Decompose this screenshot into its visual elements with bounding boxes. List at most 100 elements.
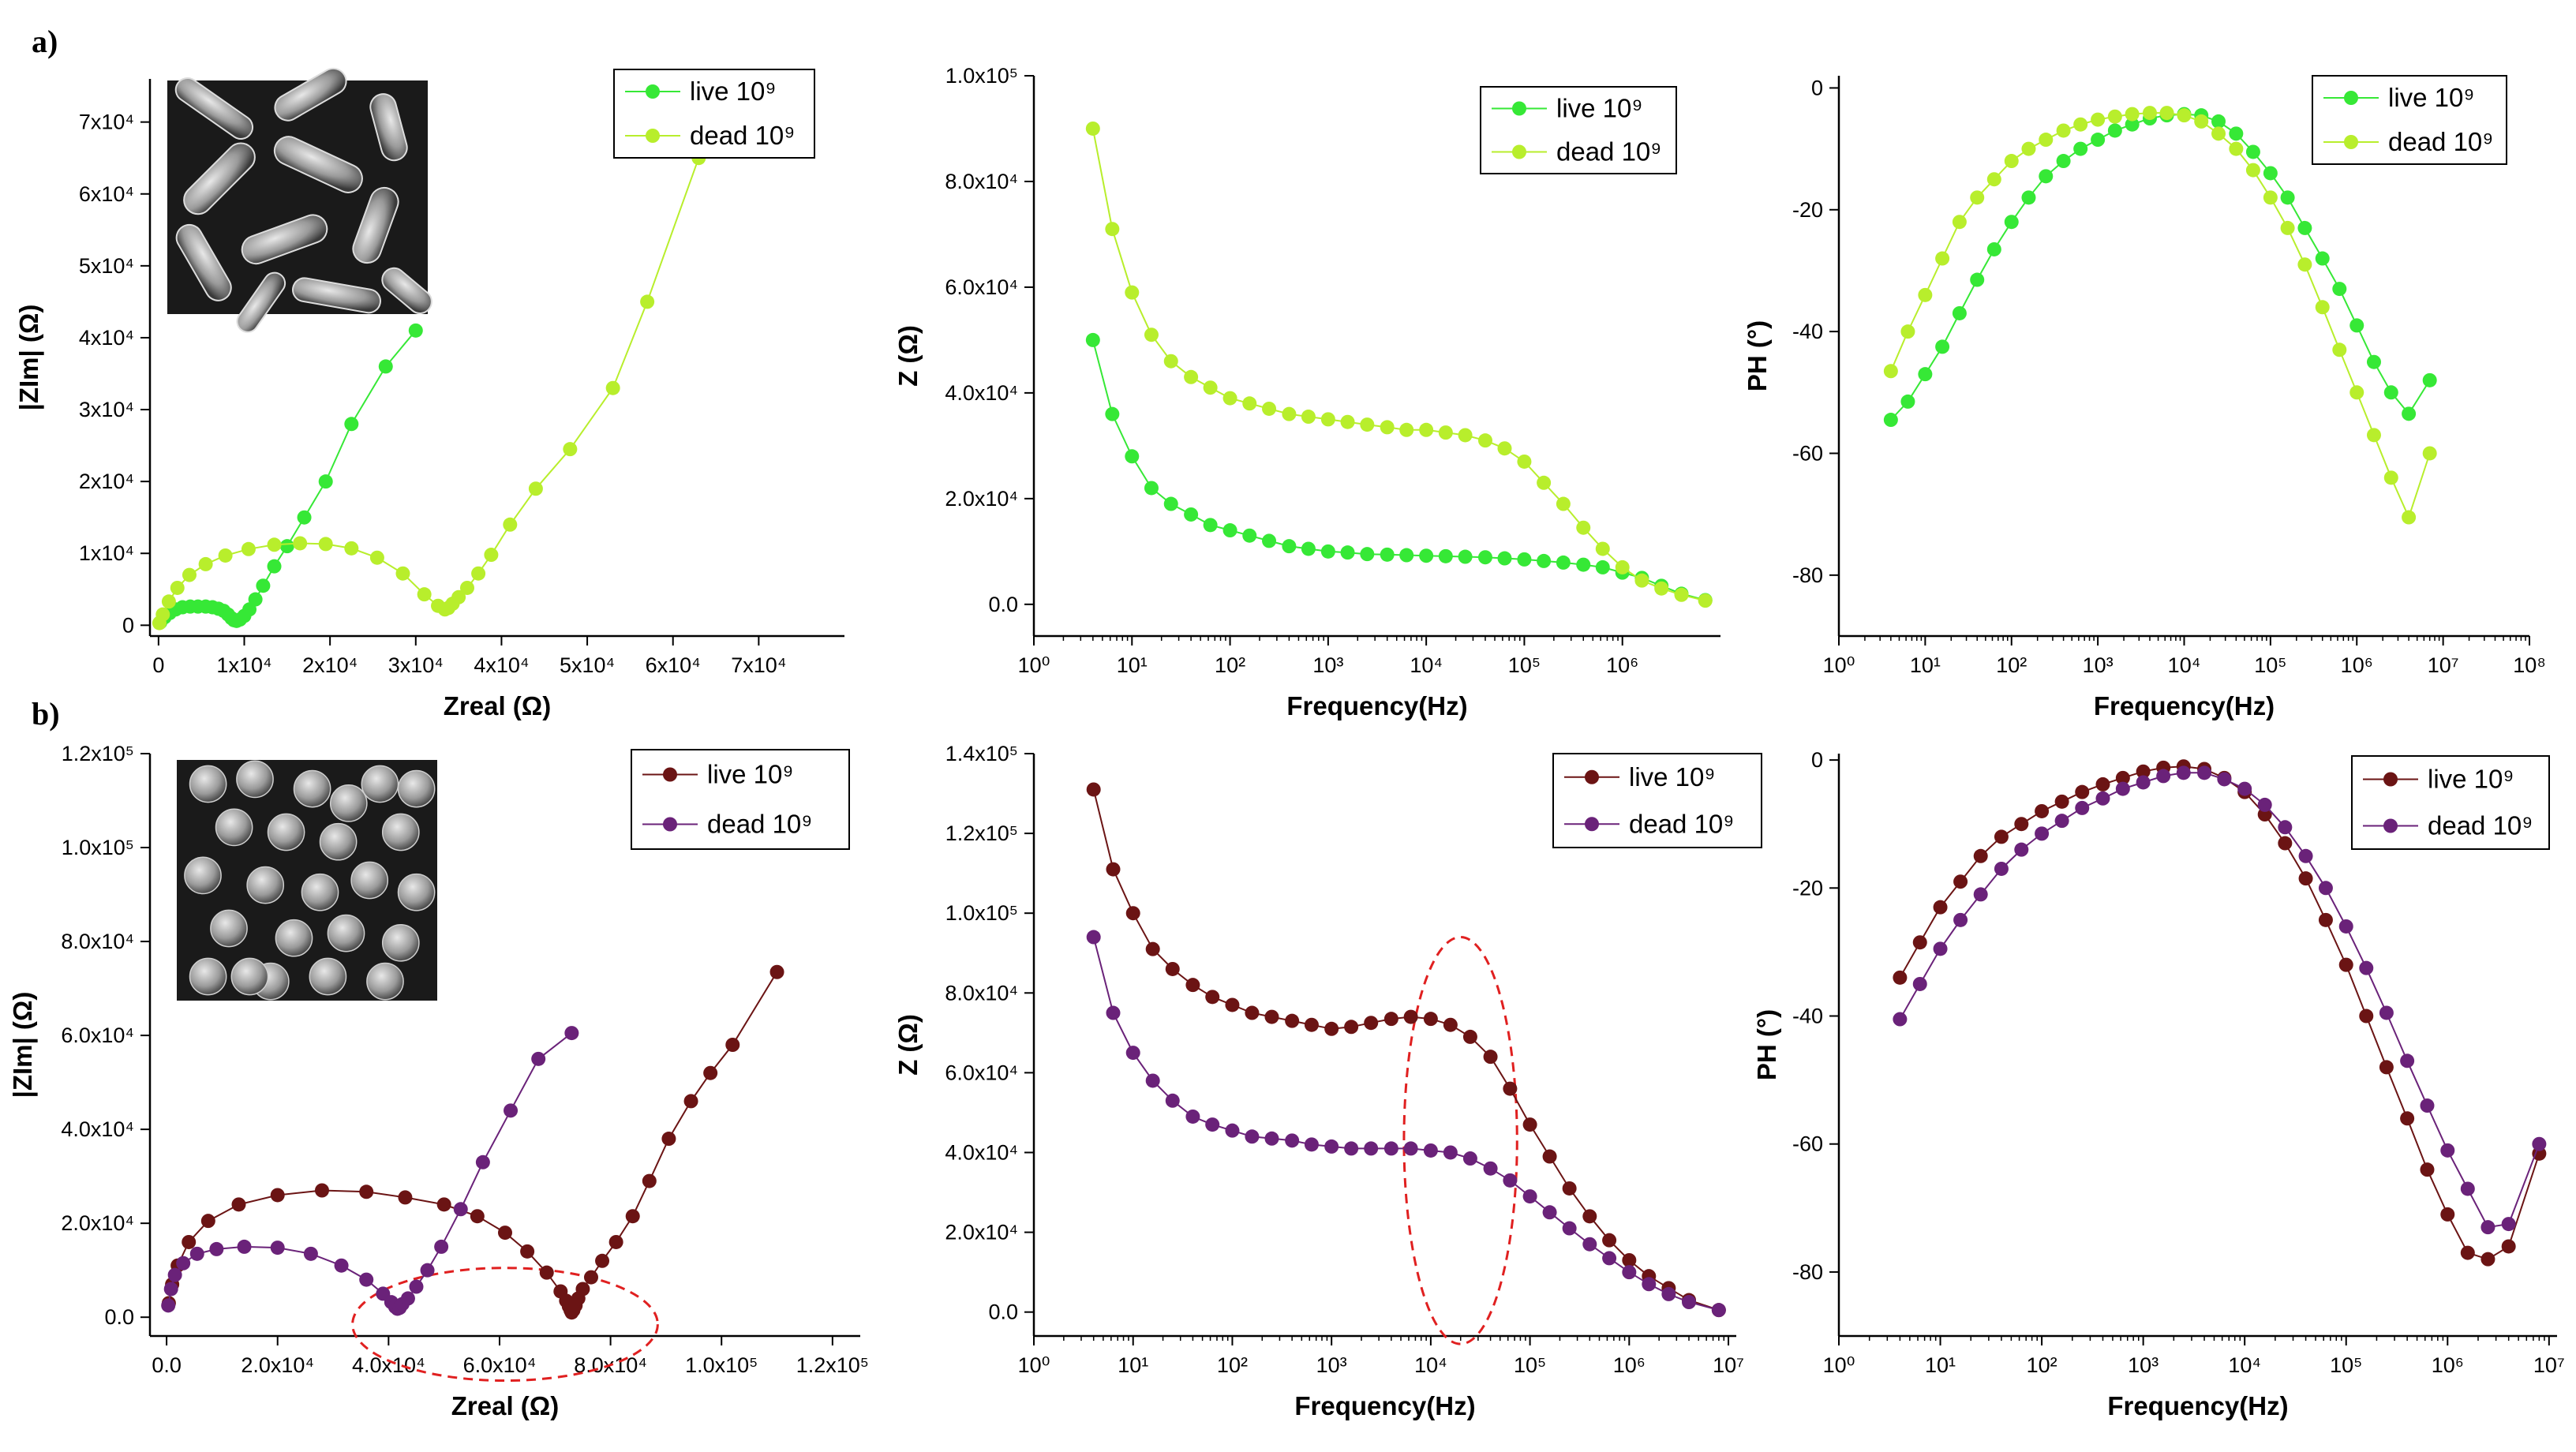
x-tick-label: 5x10⁴ <box>560 653 615 677</box>
x-tick-label: 10⁶ <box>2341 653 2373 677</box>
data-point <box>2035 826 2050 841</box>
data-point <box>2422 372 2437 387</box>
data-point <box>661 1132 676 1147</box>
legend-swatch-marker <box>663 767 677 782</box>
coccus-cell <box>215 808 253 847</box>
legend: live 10⁹ dead 10⁹ <box>1552 753 1762 848</box>
data-point <box>2338 919 2353 934</box>
data-point <box>1933 941 1948 956</box>
data-point <box>625 1209 640 1224</box>
data-point <box>1144 327 1159 342</box>
data-point <box>408 323 423 338</box>
rod-cell <box>236 271 286 333</box>
data-point <box>1503 1081 1518 1096</box>
x-tick-label: 2.0x10⁴ <box>241 1353 314 1377</box>
data-point <box>1576 557 1591 572</box>
series-dead <box>1883 106 2437 525</box>
cocci-bacteria-sem-icon <box>177 760 437 1001</box>
x-tick-label: 10⁰ <box>1823 653 1855 677</box>
data-point <box>1144 481 1159 496</box>
data-point <box>1522 1117 1537 1132</box>
data-point <box>1203 518 1218 533</box>
data-point <box>1970 272 1985 287</box>
data-point <box>2278 836 2293 851</box>
data-point <box>1185 1109 1200 1124</box>
data-point <box>1125 1046 1140 1061</box>
data-point <box>1602 1233 1617 1248</box>
data-point <box>1900 324 1915 339</box>
coccus-cell <box>246 866 285 904</box>
data-point <box>2501 1217 2516 1232</box>
data-point <box>1438 425 1453 440</box>
data-point <box>471 566 486 581</box>
data-point <box>1622 1252 1637 1267</box>
series-line <box>1091 128 1705 602</box>
legend-entry-label: dead 10⁹ <box>1629 809 1734 838</box>
data-point <box>2004 215 2019 230</box>
data-point <box>2054 794 2069 809</box>
data-point <box>2359 1009 2374 1024</box>
data-point <box>1918 287 1933 302</box>
legend-entry-label: dead 10⁹ <box>707 810 812 839</box>
series-line <box>159 330 417 623</box>
data-point <box>2091 133 2106 148</box>
series-line <box>167 971 778 1315</box>
data-point <box>209 1241 224 1256</box>
y-tick-label: 0.0 <box>104 1305 134 1329</box>
y-tick-label: -80 <box>1792 1260 1823 1284</box>
x-tick-label: 10⁴ <box>2228 1353 2261 1377</box>
legend: live 10⁹ dead 10⁹ <box>2351 755 2550 850</box>
x-tick-label: 3x10⁴ <box>388 653 444 677</box>
x-tick-label: 10⁰ <box>1823 1353 1855 1377</box>
data-point <box>2107 123 2122 138</box>
data-point <box>200 1214 215 1229</box>
data-point <box>241 541 256 556</box>
data-point <box>1086 930 1101 945</box>
legend-entry-label: live 10⁹ <box>1556 94 1643 123</box>
data-point <box>2440 1207 2455 1222</box>
data-point <box>2014 817 2029 832</box>
data-point <box>1458 428 1473 443</box>
data-point <box>1537 475 1552 490</box>
y-tick-label: 8.0x10⁴ <box>945 170 1018 193</box>
data-point <box>1262 533 1277 548</box>
x-tick-label: 10⁰ <box>1018 1353 1050 1377</box>
data-point <box>1994 829 2009 844</box>
legend-swatch-marker <box>1585 817 1599 832</box>
data-point <box>1654 581 1669 596</box>
coccus-cell <box>397 769 436 808</box>
data-point <box>1304 1137 1319 1152</box>
x-tick-label: 10¹ <box>1117 653 1148 677</box>
data-point <box>484 548 499 563</box>
data-point <box>2125 107 2140 122</box>
coccus-cell <box>350 861 389 900</box>
data-point <box>231 1197 246 1212</box>
data-point <box>1145 941 1160 956</box>
charts-layer: 0 1x10⁴ 2x10⁴ 3x10⁴ 4x10⁴ 5x10⁴ 6x10⁴ 7x10⁴ 0 1x1… <box>8 64 2565 1420</box>
data-point <box>1642 1277 1657 1292</box>
data-point <box>1282 539 1297 554</box>
data-point <box>378 359 393 374</box>
data-point <box>1602 1251 1617 1266</box>
data-point <box>2263 190 2278 205</box>
data-point <box>2073 141 2088 156</box>
x-tick-label: 10⁶ <box>2432 1353 2464 1377</box>
x-axis-title: Zreal (Ω) <box>451 1391 559 1420</box>
data-point <box>297 510 312 525</box>
panel-label-b: b) <box>32 696 60 732</box>
x-tick-label: 4.0x10⁴ <box>352 1353 425 1377</box>
data-point <box>1383 1141 1398 1156</box>
coccus-cell <box>267 813 305 851</box>
data-point <box>1340 545 1355 560</box>
y-tick-label: 4.0x10⁴ <box>61 1117 134 1141</box>
y-tick-label: 6x10⁴ <box>79 182 134 206</box>
y-axis-title: PH (°) <box>1743 320 1772 391</box>
data-point <box>2315 300 2330 315</box>
y-tick-label: 1.2x10⁵ <box>945 821 1018 845</box>
data-point <box>470 1209 485 1224</box>
data-point <box>2338 957 2353 972</box>
x-tick-label: 10⁴ <box>1414 1353 1447 1377</box>
data-point <box>1986 241 2001 256</box>
data-point <box>2245 144 2260 159</box>
data-point <box>2402 510 2417 525</box>
